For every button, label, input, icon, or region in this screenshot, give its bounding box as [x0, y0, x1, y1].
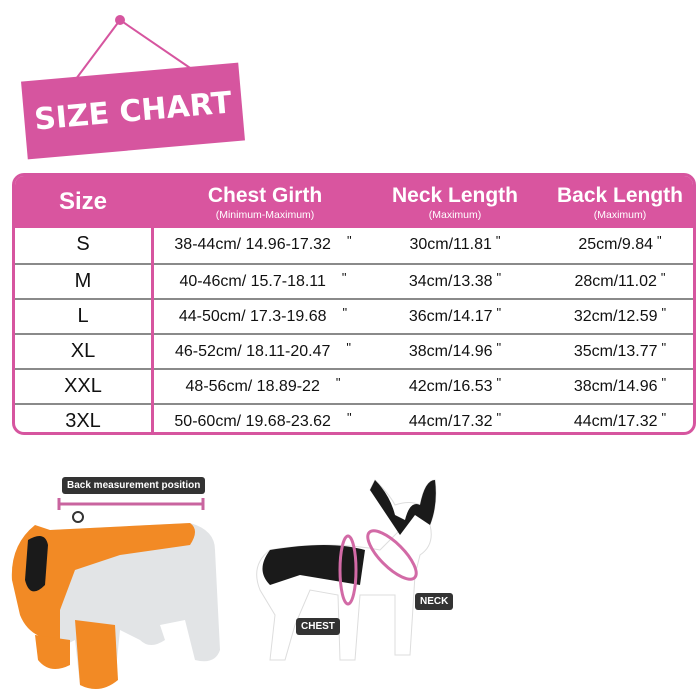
size-table: Size Chest Girth (Minimum-Maximum) Neck L…	[12, 173, 696, 435]
inch-mark: "	[346, 233, 352, 248]
back-cell-value: 28cm/11.02	[574, 273, 657, 290]
size-cell: XXL	[15, 370, 151, 403]
neck-cell-value: 34cm/13.38	[408, 273, 493, 290]
neck-cell: 30cm/11.81 "	[365, 228, 545, 261]
neck-cell-value: 36cm/14.17	[408, 308, 493, 325]
header-neck: Neck Length (Maximum)	[391, 183, 519, 221]
chest-cell-value: 38-44cm/ 14.96-17.32	[174, 236, 331, 253]
neck-cell: 34cm/13.38 "	[365, 265, 545, 298]
neck-cell-value: 44cm/17.32	[408, 413, 493, 430]
back-cell-value: 38cm/14.96	[573, 378, 658, 395]
header-back: Back Length (Maximum)	[556, 183, 684, 221]
table-row: L 44-50cm/ 17.3-19.68 " 36cm/14.17 " 32cm/12.…	[15, 298, 693, 333]
neck-cell-value: 38cm/14.96	[408, 343, 493, 360]
chest-cell-value: 48-56cm/ 18.89-22	[185, 378, 320, 395]
neck-cell: 36cm/14.17 "	[365, 300, 545, 333]
chest-cell: 48-56cm/ 18.89-22 "	[163, 370, 363, 403]
chest-cell: 46-52cm/ 18.11-20.47 "	[163, 335, 363, 368]
size-cell-value: XXL	[64, 375, 102, 397]
header-size: Size	[58, 188, 108, 215]
inch-mark: "	[496, 375, 502, 390]
size-cell: L	[15, 300, 151, 333]
inch-mark: "	[496, 270, 502, 285]
size-cell: XL	[15, 335, 151, 368]
back-cell: 44cm/17.32 "	[530, 405, 693, 432]
pin-icon	[115, 15, 125, 25]
dog-coat-image	[11, 498, 221, 689]
dog-measurement-image	[256, 479, 437, 661]
table-row: M 40-46cm/ 15.7-18.11 " 34cm/13.38 " 28cm/11.…	[15, 263, 693, 298]
inch-mark: "	[346, 410, 352, 425]
chest-cell: 50-60cm/ 19.68-23.62 "	[163, 405, 363, 432]
back-cell-value: 32cm/12.59	[573, 308, 658, 325]
chest-cell-value: 44-50cm/ 17.3-19.68	[178, 308, 327, 325]
inch-mark: "	[661, 340, 667, 355]
size-cell-value: S	[76, 233, 90, 255]
size-cell-value: L	[77, 305, 89, 327]
table-row: XL 46-52cm/ 18.11-20.47 " 38cm/14.96 " 35cm/1…	[15, 333, 693, 368]
table-row: 3XL 50-60cm/ 19.68-23.62 " 44cm/17.32 " 44cm/…	[15, 403, 693, 432]
inch-mark: "	[496, 305, 502, 320]
table-row: S 38-44cm/ 14.96-17.32 " 30cm/11.81 " 25cm/9.…	[15, 228, 693, 263]
inch-mark: "	[341, 270, 347, 285]
chest-cell-value: 40-46cm/ 15.7-18.11	[179, 273, 326, 290]
size-cell-value: 3XL	[65, 410, 101, 432]
inch-mark: "	[496, 410, 502, 425]
inch-mark: "	[335, 375, 341, 390]
inch-mark: "	[660, 270, 666, 285]
back-measurement-label: Back measurement position	[62, 477, 206, 494]
neck-cell-value: 42cm/16.53	[408, 378, 493, 395]
chest-cell: 40-46cm/ 15.7-18.11 "	[163, 265, 363, 298]
chest-label: CHEST	[296, 618, 340, 635]
neck-label: NECK	[415, 593, 454, 610]
inch-mark: "	[495, 233, 501, 248]
chest-cell-value: 50-60cm/ 19.68-23.62	[174, 413, 331, 430]
back-cell: 38cm/14.96 "	[530, 370, 693, 403]
size-cell-value: M	[74, 270, 92, 292]
neck-cell: 42cm/16.53 "	[365, 370, 545, 403]
inch-mark: "	[657, 233, 662, 248]
back-cell: 32cm/12.59 "	[530, 300, 693, 333]
column-divider	[151, 228, 154, 432]
back-cell: 25cm/9.84 "	[530, 228, 693, 261]
neck-cell-value: 30cm/11.81	[409, 236, 492, 253]
neck-cell: 44cm/17.32 "	[365, 405, 545, 432]
sign-title: SIZE CHART	[32, 84, 234, 138]
size-cell-value: XL	[70, 340, 96, 362]
back-cell: 35cm/13.77 "	[530, 335, 693, 368]
size-cell: S	[15, 228, 151, 261]
back-cell-value: 44cm/17.32	[573, 413, 658, 430]
inch-mark: "	[661, 305, 667, 320]
chest-cell: 44-50cm/ 17.3-19.68 "	[163, 300, 363, 333]
inch-mark: "	[496, 340, 502, 355]
table-row: XXL 48-56cm/ 18.89-22 " 42cm/16.53 " 38cm/14.…	[15, 368, 693, 403]
inch-mark: "	[661, 375, 667, 390]
inch-mark: "	[342, 305, 348, 320]
size-cell: 3XL	[15, 405, 151, 432]
back-cell: 28cm/11.02 "	[530, 265, 693, 298]
table-header: Size Chest Girth (Minimum-Maximum) Neck L…	[15, 176, 693, 228]
inch-mark: "	[346, 340, 351, 355]
chest-cell-value: 46-52cm/ 18.11-20.47	[175, 343, 331, 360]
neck-cell: 38cm/14.96 "	[365, 335, 545, 368]
size-cell: M	[15, 265, 151, 298]
back-cell-value: 25cm/9.84	[578, 236, 654, 253]
back-cell-value: 35cm/13.77	[573, 343, 658, 360]
chest-cell: 38-44cm/ 14.96-17.32 "	[163, 228, 363, 261]
header-chest: Chest Girth (Minimum-Maximum)	[207, 183, 323, 221]
inch-mark: "	[661, 410, 667, 425]
